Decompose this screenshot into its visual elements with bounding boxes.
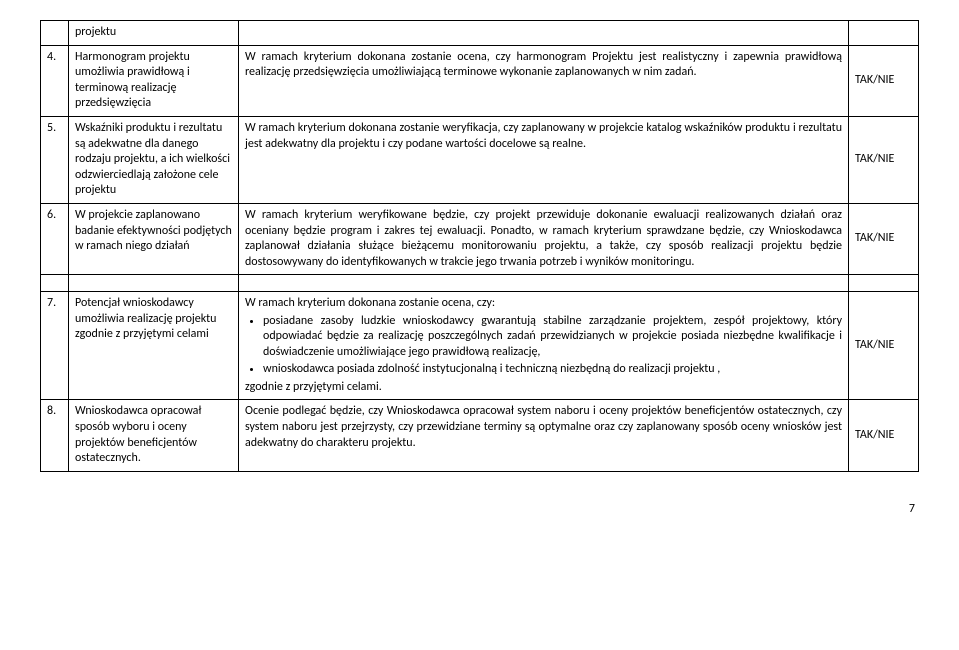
row-title: Harmonogram projektu umożliwia prawidłow… [69,45,239,116]
row-taknie: TAK/NIE [849,116,919,203]
row-taknie: TAK/NIE [849,45,919,116]
row-title: Wskaźniki produktu i rezultatu są adekwa… [69,116,239,203]
row-number [41,21,69,46]
row-description: Ocenie podlegać będzie, czy Wnioskodawca… [239,400,849,471]
spacer-cell [239,275,849,292]
criteria-table: projektu4.Harmonogram projektu umożliwia… [40,20,919,472]
row-taknie [849,21,919,46]
table-row: 6.W projekcie zaplanowano badanie efekty… [41,203,919,274]
spacer-cell [849,275,919,292]
row-title: projektu [69,21,239,46]
spacer-row [41,275,919,292]
row-title: Wnioskodawca opracował sposób wyboru i o… [69,400,239,471]
spacer-cell [69,275,239,292]
table-row: projektu [41,21,919,46]
row-title: W projekcie zaplanowano badanie efektywn… [69,203,239,274]
row-taknie: TAK/NIE [849,291,919,400]
row-taknie: TAK/NIE [849,400,919,471]
row-title: Potencjał wnioskodawcy umożliwia realiza… [69,291,239,400]
row-description [239,21,849,46]
row-taknie: TAK/NIE [849,203,919,274]
row-number: 5. [41,116,69,203]
row-description: W ramach kryterium weryfikowane będzie, … [239,203,849,274]
row-description: W ramach kryterium dokonana zostanie wer… [239,116,849,203]
spacer-cell [41,275,69,292]
page-number: 7 [40,502,919,516]
row-number: 4. [41,45,69,116]
row-number: 8. [41,400,69,471]
table-row: 5.Wskaźniki produktu i rezultatu są adek… [41,116,919,203]
row-number: 7. [41,291,69,400]
row-number: 6. [41,203,69,274]
table-row: 4.Harmonogram projektu umożliwia prawidł… [41,45,919,116]
row-description: W ramach kryterium dokonana zostanie oce… [239,291,849,400]
table-row: 7.Potencjał wnioskodawcy umożliwia reali… [41,291,919,400]
row-description: W ramach kryterium dokonana zostanie oce… [239,45,849,116]
table-row: 8.Wnioskodawca opracował sposób wyboru i… [41,400,919,471]
